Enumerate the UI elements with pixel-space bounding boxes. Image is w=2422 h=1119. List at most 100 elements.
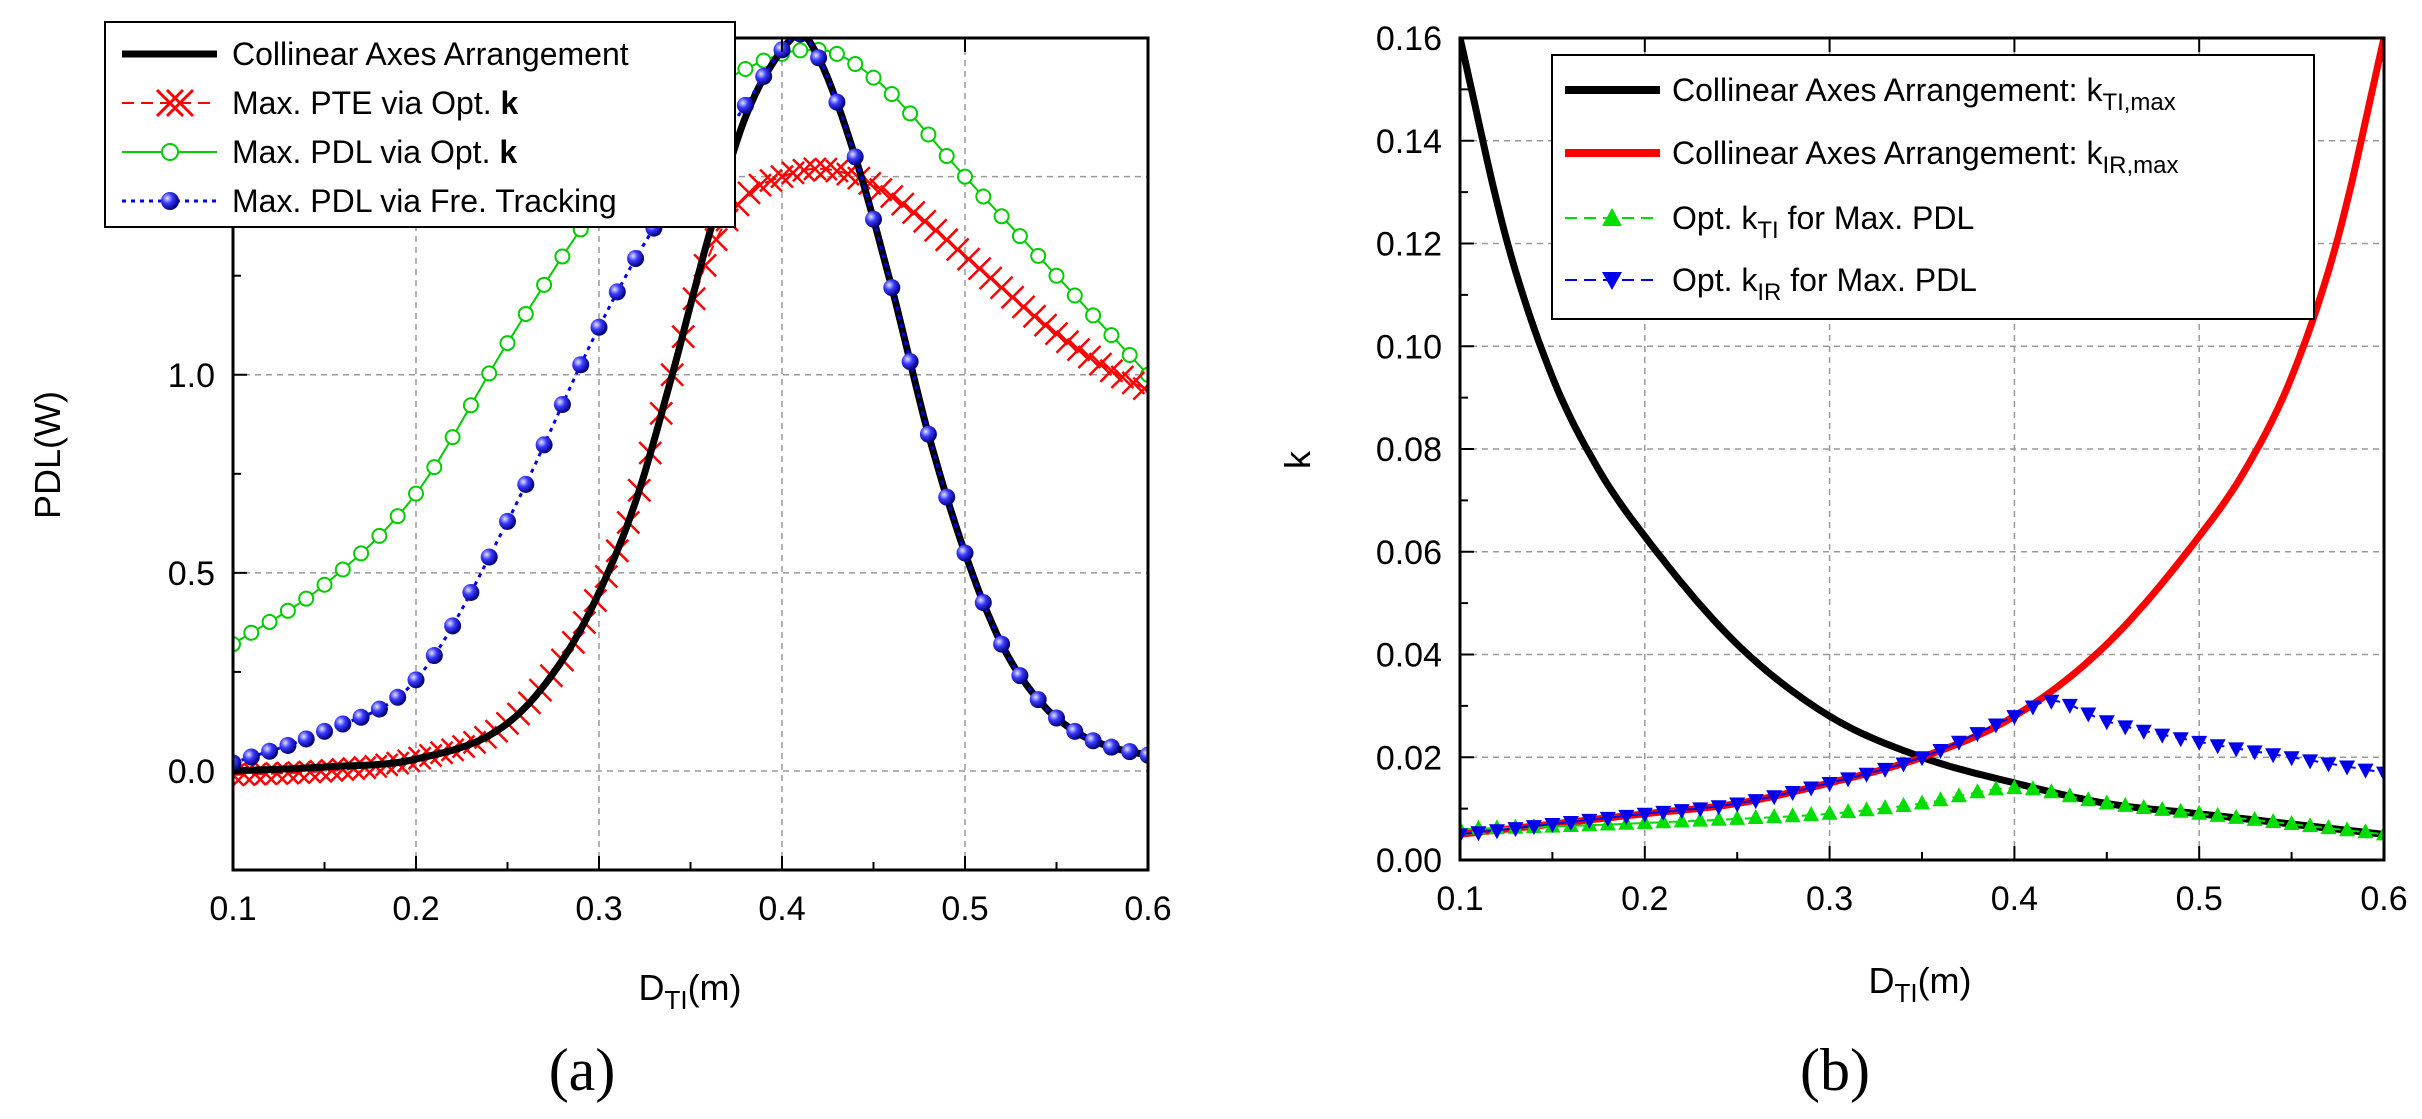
series-a-1-marker-stroke (1132, 383, 1148, 401)
chart-b: 0.1 0.2 0.3 0.4 0.5 0.6 0.00 0.02 0.04 0.06 0.08 0.… (1277, 20, 2408, 1103)
series-b-3-marker (1488, 824, 1505, 840)
series-b-2-marker (2172, 802, 2189, 818)
y-axis-label-a: PDL(W) (27, 391, 68, 519)
legend-a-label-0-main: Collinear Axes Arrangement (232, 36, 629, 72)
series-a-3-marker (938, 488, 956, 506)
series-a-1-marker (737, 180, 761, 205)
legend-b-label-0: Collinear Axes Arrangement: kTI,max (1672, 72, 2176, 116)
series-a-3-marker (480, 548, 498, 566)
series-a-2-marker (828, 45, 845, 62)
series-b-3-marker (1895, 757, 1912, 773)
legend-a-marker-3 (161, 192, 179, 210)
legend-a-label-1-main: Max. PTE via Opt. (232, 85, 501, 121)
series-a-1-marker (1088, 352, 1113, 376)
series-a-2-marker (334, 561, 351, 578)
series-a-1-marker-stroke (1088, 352, 1113, 376)
series-a-2-marker (353, 545, 370, 562)
legend-b-label-0-main: Collinear Axes Arrangement: k (1672, 72, 2103, 108)
series-a-2-marker (847, 55, 864, 72)
series-b-2-marker (2339, 821, 2356, 837)
x-tick-label-a: 0.1 (209, 890, 256, 928)
series-a-2-marker (737, 61, 754, 78)
series-b-2-marker (2228, 808, 2245, 824)
x-axis-label-a-main: D (638, 967, 664, 1008)
chart-a: 0.10.20.30.40.50.60.00.51.01.5 PDL(W) DT… (27, 21, 1172, 1103)
series-a-3-marker (956, 544, 974, 562)
series-b-3-marker (1692, 802, 1709, 818)
series-a-3-marker (590, 318, 608, 336)
legend-b-marker-3 (1602, 272, 1622, 290)
series-a-3-marker (1102, 738, 1120, 756)
x-tick-label-b: 0.4 (1991, 880, 2038, 918)
series-b-2-marker (1969, 783, 1986, 799)
legend-a-label-0: Collinear Axes Arrangement (232, 36, 629, 72)
series-b-3-marker (2117, 720, 2134, 736)
series-b-3-marker (1599, 811, 1616, 827)
series-b-2-marker (1950, 787, 1967, 803)
series-a-1-marker-stroke (803, 156, 827, 181)
series-a-3-marker (1084, 732, 1102, 750)
series-a-3-marker (810, 49, 828, 67)
series-a-3-marker (462, 583, 480, 601)
x-tick-label-a: 0.6 (1124, 890, 1171, 928)
series-b-3-marker (2357, 763, 2374, 779)
series-b-3-marker (1821, 776, 1838, 792)
x-axis-label-b: DTI(m) (1868, 960, 1971, 1008)
legend-a-label-2-main: Max. PDL via Opt. (232, 134, 499, 170)
series-a-3-marker (297, 730, 315, 748)
series-b-3-marker (1655, 805, 1672, 821)
series-b-3-marker (2265, 748, 2282, 764)
series-a-3-marker (553, 395, 571, 413)
series-a-3-marker (1011, 667, 1029, 685)
series-a-2-marker (444, 429, 461, 446)
legend-a-label-2: Max. PDL via Opt. k (232, 134, 517, 170)
series-a-3-marker (1066, 722, 1084, 740)
legend-b: Collinear Axes Arrangement: kTI,max Coll… (1551, 54, 2315, 320)
y-tick-label-b: 0.14 (1376, 123, 1442, 161)
series-a-1-marker-stroke (825, 159, 849, 183)
series-a-3-marker (1029, 691, 1047, 709)
series-a-1-marker (912, 209, 937, 234)
series-b-2-marker (1673, 812, 1690, 828)
x-tick-label-a: 0.4 (758, 890, 805, 928)
x-tick-label-b: 0.3 (1806, 880, 1853, 918)
series-a-1-marker (868, 177, 893, 202)
legend-b-label-1: Collinear Axes Arrangement: kIR,max (1672, 135, 2178, 179)
series-b-2-marker (2376, 825, 2384, 841)
series-b-2-marker (1803, 806, 1820, 822)
series-b-2-marker (2024, 780, 2041, 796)
series-a-1-marker-stroke (1022, 304, 1047, 329)
series-a-3-marker (370, 700, 388, 718)
series-b-3-marker (1784, 786, 1801, 802)
series-a-3-marker (389, 688, 407, 706)
series-b-3-marker (2191, 735, 2208, 751)
series-a-0-line (233, 38, 1148, 775)
y-tick-label-b: 0.08 (1376, 431, 1442, 469)
x-tick-label-b: 0.6 (2360, 880, 2407, 918)
series-b-3-marker (1618, 809, 1635, 825)
series-b-2-marker (2006, 779, 2023, 795)
series-a-3-marker (993, 635, 1011, 653)
series-b-2-marker (1914, 794, 1930, 810)
series-a-3-marker (627, 249, 645, 267)
series-a-1-marker (814, 157, 838, 182)
series-b-3-marker (2376, 766, 2384, 782)
series-a-1-line (233, 167, 1148, 776)
series-a-1-marker (1121, 370, 1146, 395)
series-a-1-marker (792, 158, 816, 183)
series-b-2-marker (2265, 812, 2282, 828)
series-a-2-marker (389, 508, 406, 525)
series-b-3-marker (1581, 813, 1598, 829)
series-b-3-marker (1525, 820, 1542, 836)
series-b (1460, 38, 2384, 844)
series-a-3-marker (736, 96, 754, 114)
series-a-2-marker (993, 208, 1010, 225)
series-b-3-marker (2320, 757, 2337, 773)
series-a-2-marker (975, 188, 992, 205)
series-b-3-marker (1969, 727, 1986, 743)
series-a-1-marker-stroke (901, 200, 926, 225)
legend-b-label-0-sub: TI,max (2102, 89, 2175, 116)
legend-b-label-1-sub: IR,max (2102, 152, 2178, 179)
series-a-1-marker-stroke (1110, 365, 1135, 389)
